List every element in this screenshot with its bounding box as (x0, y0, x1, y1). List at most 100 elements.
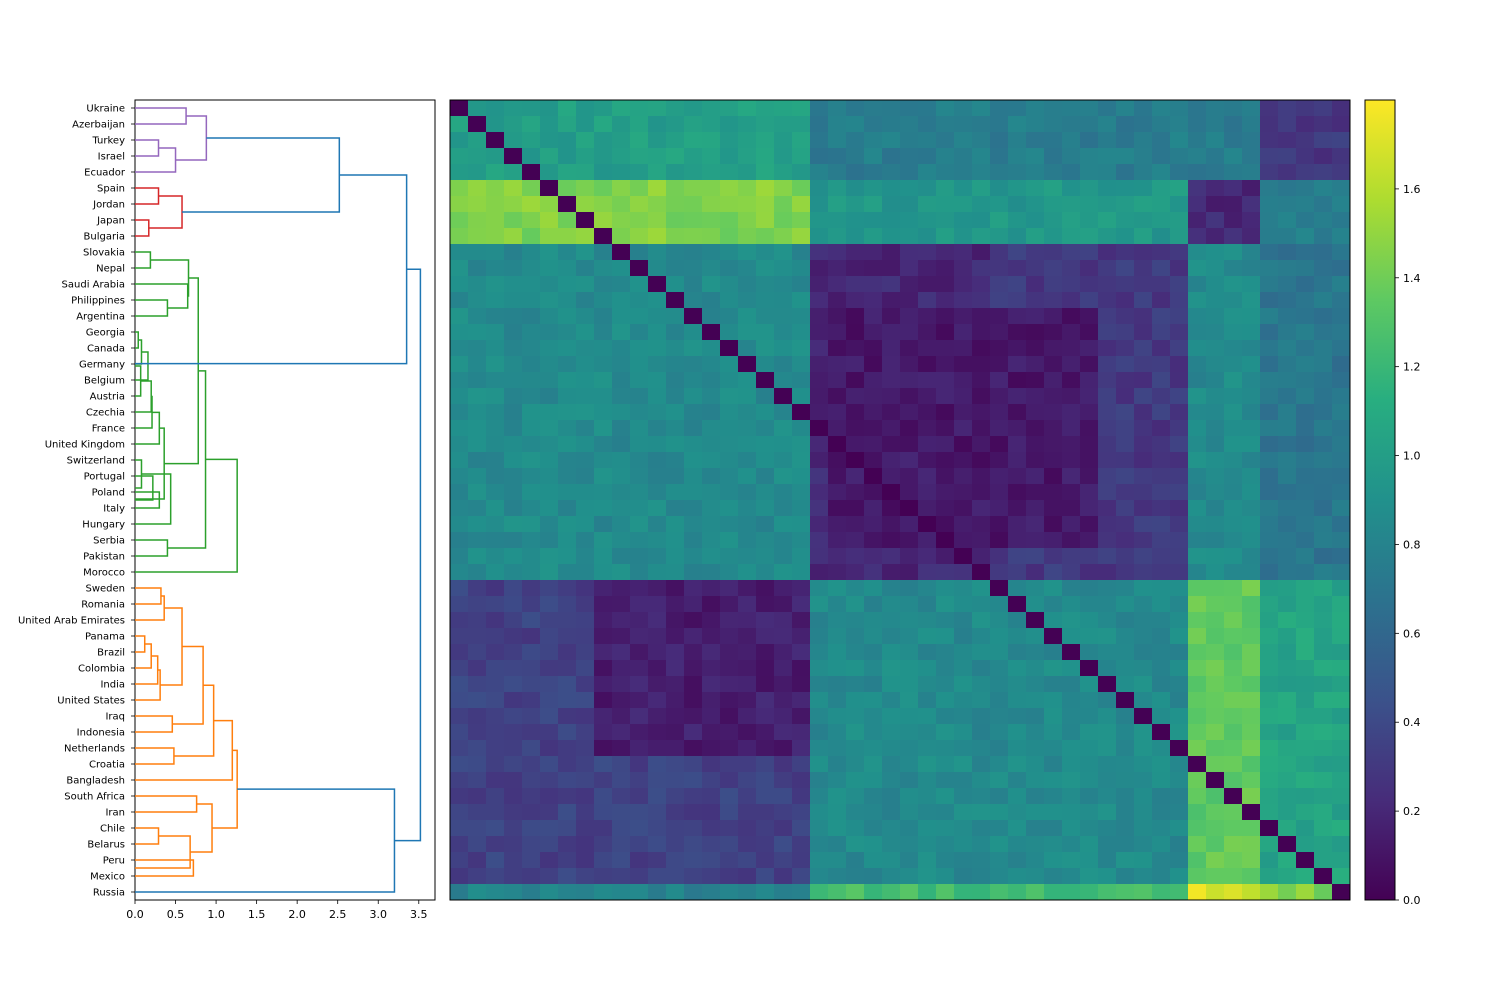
heatmap-cell (450, 260, 469, 277)
heatmap-cell (918, 580, 937, 597)
heatmap-cell (1170, 324, 1189, 341)
heatmap-cell (954, 276, 973, 293)
heatmap-cell (972, 244, 991, 261)
heatmap-cell (522, 308, 541, 325)
heatmap-cell (756, 132, 775, 149)
leaf-label: Italy (103, 504, 125, 515)
heatmap-cell (1116, 884, 1135, 901)
heatmap-cell (792, 628, 811, 645)
heatmap-cell (1170, 564, 1189, 581)
heatmap-cell (594, 388, 613, 405)
heatmap-cell (1062, 164, 1081, 181)
heatmap-cell (1116, 244, 1135, 261)
heatmap-cell (954, 420, 973, 437)
heatmap-cell (612, 836, 631, 853)
heatmap-cell (630, 708, 649, 725)
heatmap-cell (522, 708, 541, 725)
heatmap-cell (1260, 404, 1279, 421)
heatmap-cell (1134, 548, 1153, 565)
heatmap-cell (846, 628, 865, 645)
heatmap-cell (504, 132, 523, 149)
heatmap-cell (1152, 292, 1171, 309)
heatmap-cell (1080, 708, 1099, 725)
heatmap-cell (486, 884, 505, 901)
heatmap-cell (1170, 708, 1189, 725)
heatmap-cell (522, 612, 541, 629)
heatmap-cell (558, 852, 577, 869)
heatmap-cell (828, 708, 847, 725)
heatmap-cell (972, 676, 991, 693)
heatmap-cell (972, 500, 991, 517)
heatmap-cell (576, 404, 595, 421)
heatmap-cell (1134, 404, 1153, 421)
heatmap-cell (954, 196, 973, 213)
heatmap-cell (954, 820, 973, 837)
heatmap-cell (828, 676, 847, 693)
heatmap-cell (504, 100, 523, 117)
heatmap-cell (720, 436, 739, 453)
heatmap-cell (450, 132, 469, 149)
heatmap-cell (1260, 692, 1279, 709)
heatmap-cell (594, 804, 613, 821)
heatmap-cell (504, 164, 523, 181)
heatmap-cell (540, 196, 559, 213)
heatmap-cell (504, 388, 523, 405)
heatmap-cell (1206, 708, 1225, 725)
heatmap-cell (774, 532, 793, 549)
heatmap-cell (1080, 436, 1099, 453)
heatmap-cell (1062, 228, 1081, 245)
heatmap-cell (900, 340, 919, 357)
heatmap-cell (1098, 516, 1117, 533)
heatmap-cell (702, 148, 721, 165)
heatmap-cell (1296, 548, 1315, 565)
heatmap-cell (774, 452, 793, 469)
heatmap-cell (1314, 564, 1333, 581)
heatmap-cell (774, 132, 793, 149)
dendrogram-link (173, 684, 215, 757)
heatmap-cell (900, 500, 919, 517)
heatmap-cell (1152, 628, 1171, 645)
heatmap-cell (1296, 692, 1315, 709)
heatmap-cell (1080, 340, 1099, 357)
heatmap-cell (1188, 836, 1207, 853)
heatmap-cell (810, 276, 829, 293)
heatmap-cell (504, 420, 523, 437)
heatmap-cell (756, 356, 775, 373)
heatmap-cell (1152, 132, 1171, 149)
heatmap-cell (630, 292, 649, 309)
heatmap-cell (1278, 548, 1297, 565)
heatmap-cell (1242, 452, 1261, 469)
heatmap-cell (810, 756, 829, 773)
heatmap-cell (684, 132, 703, 149)
heatmap-cell (450, 468, 469, 485)
heatmap-cell (1116, 100, 1135, 117)
heatmap-cell (1008, 884, 1027, 901)
heatmap-cell (864, 628, 883, 645)
heatmap-cell (1170, 580, 1189, 597)
leaf-label: France (92, 424, 125, 435)
heatmap-cell (720, 724, 739, 741)
heatmap-cell (558, 868, 577, 885)
heatmap-cell (846, 868, 865, 885)
heatmap-cell (972, 436, 991, 453)
dendrogram-link (164, 277, 199, 465)
heatmap-cell (1296, 276, 1315, 293)
heatmap-cell (1044, 740, 1063, 757)
heatmap-cell (1044, 388, 1063, 405)
heatmap-cell (612, 852, 631, 869)
heatmap-cell (594, 372, 613, 389)
heatmap-cell (684, 260, 703, 277)
heatmap-cell (576, 340, 595, 357)
heatmap-cell (990, 740, 1009, 757)
heatmap-cell (1314, 532, 1333, 549)
leaf-label: Russia (93, 888, 125, 899)
heatmap-cell (576, 660, 595, 677)
heatmap-cell (774, 596, 793, 613)
heatmap-cell (558, 308, 577, 325)
heatmap-cell (846, 788, 865, 805)
heatmap-cell (594, 548, 613, 565)
leaf-label: Panama (85, 632, 125, 643)
heatmap-cell (918, 116, 937, 133)
heatmap-cell (684, 804, 703, 821)
heatmap-cell (1116, 708, 1135, 725)
